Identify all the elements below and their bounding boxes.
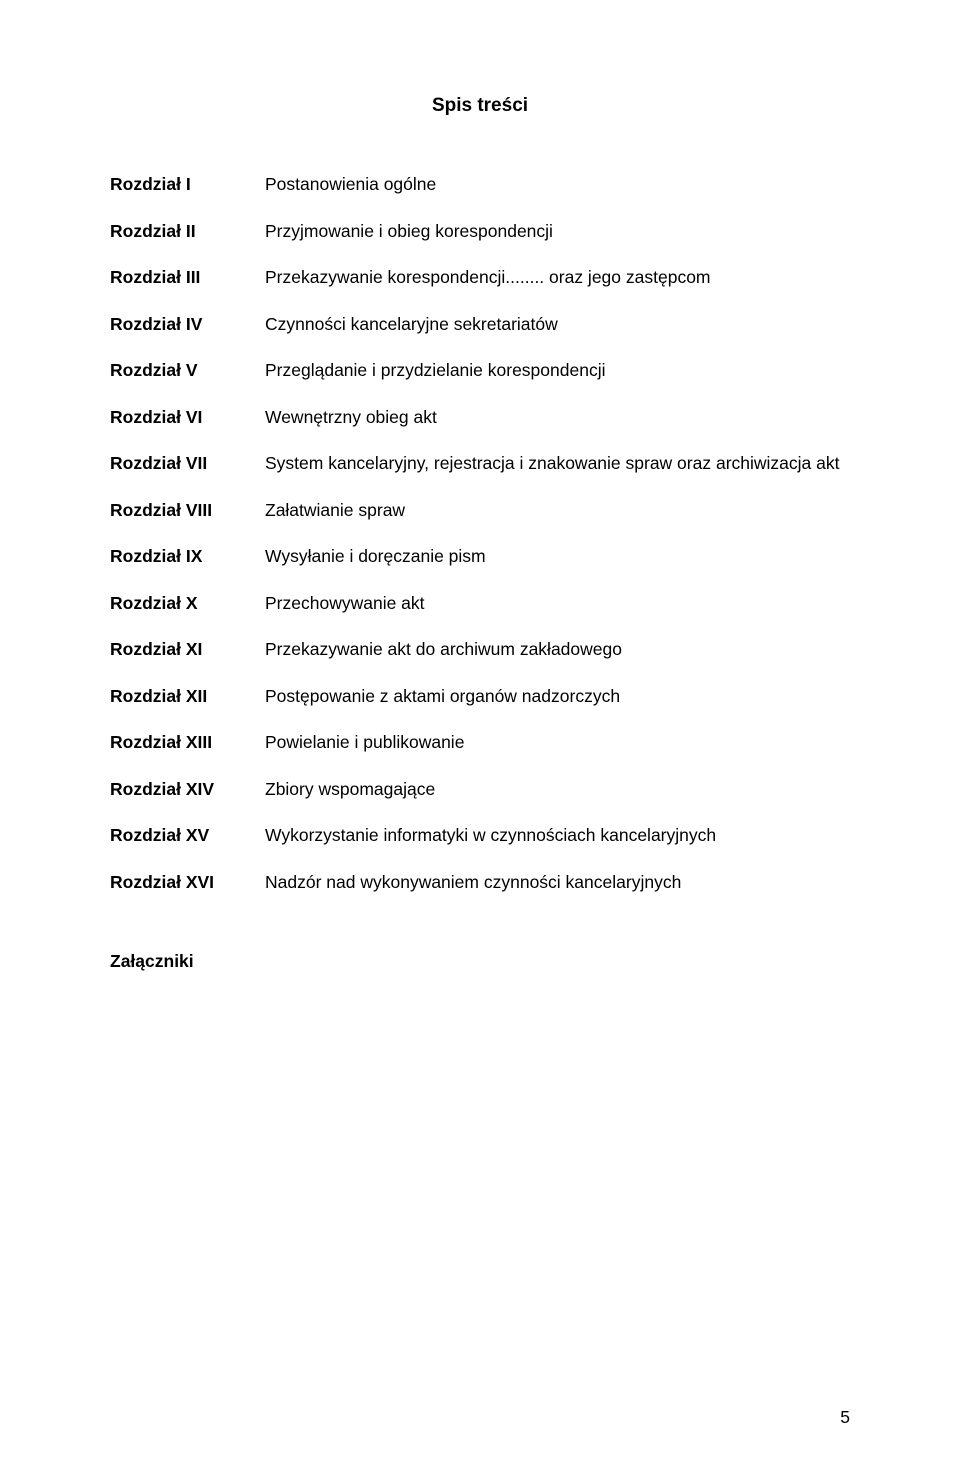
toc-row: Rozdział IV Czynności kancelaryjne sekre… (110, 312, 850, 359)
chapter-desc: Wykorzystanie informatyki w czynnościach… (265, 823, 850, 870)
page-container: Spis treści Rozdział I Postanowienia ogó… (0, 0, 960, 972)
toc-row: Rozdział X Przechowywanie akt (110, 591, 850, 638)
chapter-label: Rozdział XIV (110, 777, 265, 824)
chapter-desc: Wewnętrzny obieg akt (265, 405, 850, 452)
chapter-label: Rozdział VII (110, 451, 265, 498)
chapter-label: Rozdział IX (110, 544, 265, 591)
chapter-desc: Powielanie i publikowanie (265, 730, 850, 777)
chapter-label: Rozdział II (110, 219, 265, 266)
chapter-desc: Przechowywanie akt (265, 591, 850, 638)
chapter-label: Rozdział XVI (110, 870, 265, 917)
toc-row: Rozdział III Przekazywanie korespondencj… (110, 265, 850, 312)
chapter-label: Rozdział III (110, 265, 265, 312)
chapter-label: Rozdział XV (110, 823, 265, 870)
chapter-label: Rozdział I (110, 172, 265, 219)
chapter-desc: Nadzór nad wykonywaniem czynności kancel… (265, 870, 850, 917)
toc-row: Rozdział XIV Zbiory wspomagające (110, 777, 850, 824)
toc-row: Rozdział VIII Załatwianie spraw (110, 498, 850, 545)
page-title: Spis treści (110, 95, 850, 117)
chapter-desc: Postępowanie z aktami organów nadzorczyc… (265, 684, 850, 731)
chapter-desc: Załatwianie spraw (265, 498, 850, 545)
chapter-desc: Wysyłanie i doręczanie pism (265, 544, 850, 591)
attachments-label: Załączniki (110, 951, 850, 972)
chapter-desc: System kancelaryjny, rejestracja i znako… (265, 451, 850, 498)
toc-body: Rozdział I Postanowienia ogólne Rozdział… (110, 172, 850, 916)
chapter-label: Rozdział V (110, 358, 265, 405)
chapter-label: Rozdział IV (110, 312, 265, 359)
chapter-label: Rozdział XI (110, 637, 265, 684)
chapter-label: Rozdział XIII (110, 730, 265, 777)
chapter-desc: Przekazywanie akt do archiwum zakładoweg… (265, 637, 850, 684)
chapter-label: Rozdział XII (110, 684, 265, 731)
toc-row: Rozdział IX Wysyłanie i doręczanie pism (110, 544, 850, 591)
toc-table: Rozdział I Postanowienia ogólne Rozdział… (110, 172, 850, 916)
toc-row: Rozdział V Przeglądanie i przydzielanie … (110, 358, 850, 405)
toc-row: Rozdział XIII Powielanie i publikowanie (110, 730, 850, 777)
chapter-label: Rozdział VIII (110, 498, 265, 545)
chapter-desc: Przeglądanie i przydzielanie koresponden… (265, 358, 850, 405)
toc-row: Rozdział VII System kancelaryjny, rejest… (110, 451, 850, 498)
chapter-desc: Przyjmowanie i obieg korespondencji (265, 219, 850, 266)
chapter-label: Rozdział VI (110, 405, 265, 452)
chapter-desc: Postanowienia ogólne (265, 172, 850, 219)
chapter-label: Rozdział X (110, 591, 265, 638)
toc-row: Rozdział VI Wewnętrzny obieg akt (110, 405, 850, 452)
toc-row: Rozdział XVI Nadzór nad wykonywaniem czy… (110, 870, 850, 917)
chapter-desc: Zbiory wspomagające (265, 777, 850, 824)
toc-row: Rozdział XII Postępowanie z aktami organ… (110, 684, 850, 731)
toc-row: Rozdział XV Wykorzystanie informatyki w … (110, 823, 850, 870)
toc-row: Rozdział XI Przekazywanie akt do archiwu… (110, 637, 850, 684)
toc-row: Rozdział I Postanowienia ogólne (110, 172, 850, 219)
toc-row: Rozdział II Przyjmowanie i obieg korespo… (110, 219, 850, 266)
chapter-desc: Przekazywanie korespondencji........ ora… (265, 265, 850, 312)
page-number: 5 (840, 1407, 850, 1428)
chapter-desc: Czynności kancelaryjne sekretariatów (265, 312, 850, 359)
